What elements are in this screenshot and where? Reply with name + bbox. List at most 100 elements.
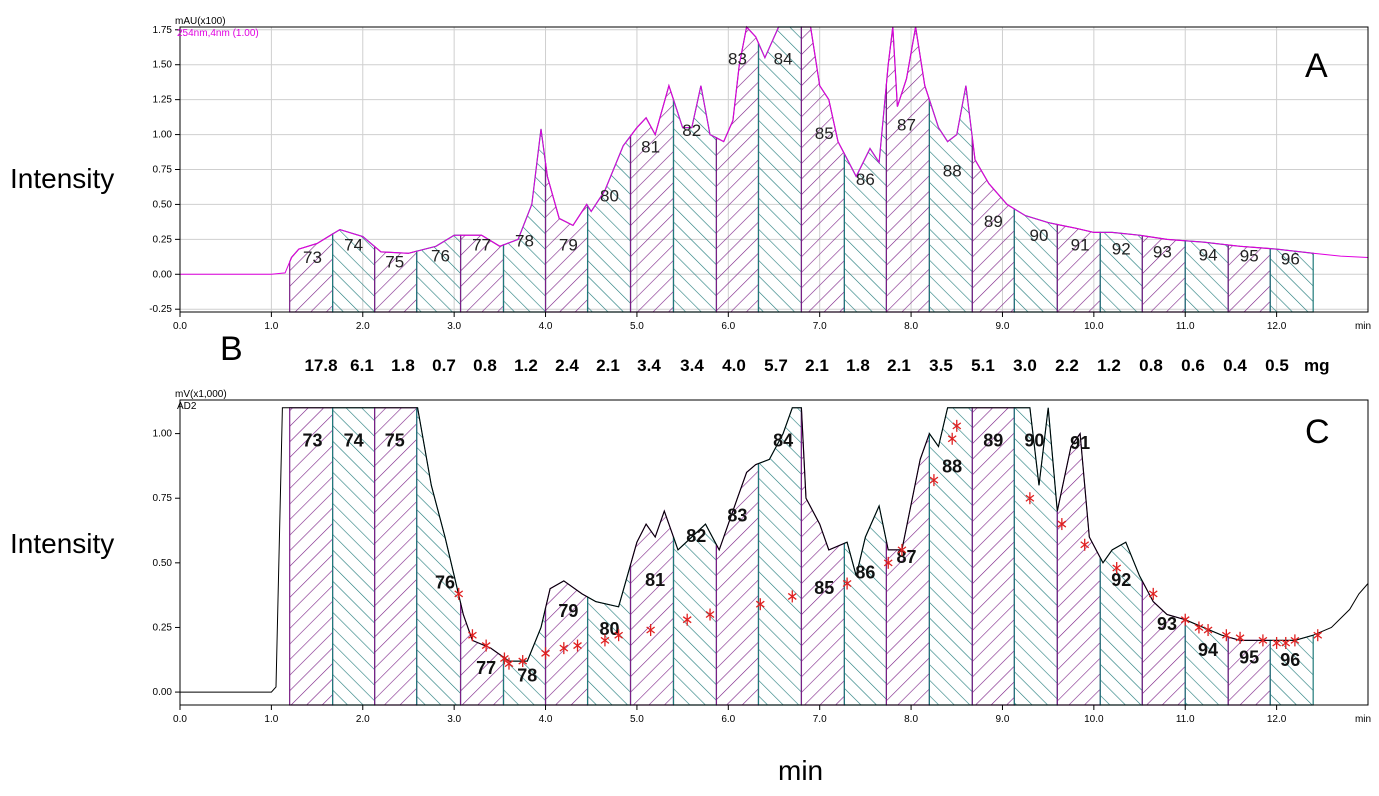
y-tick-label: 0.25 (153, 622, 173, 633)
x-tick-label: 7.0 (813, 714, 827, 725)
fraction-label-85: 85 (814, 578, 834, 598)
marker-stroke (1112, 564, 1122, 572)
fraction-label-84: 84 (774, 50, 793, 69)
fraction-mass-value: 1.8 (391, 356, 415, 375)
marker-stroke (1272, 639, 1282, 647)
marker-stroke (1203, 626, 1213, 634)
peak-marker (1235, 631, 1245, 644)
peak-marker (842, 577, 852, 590)
fraction-78-area (502, 607, 547, 706)
marker-stroke (1313, 631, 1323, 639)
marker-stroke (1180, 616, 1190, 624)
peak-marker (559, 642, 569, 655)
marker-stroke (1148, 590, 1158, 598)
peak-marker (1080, 538, 1090, 551)
fraction-label-96: 96 (1280, 650, 1300, 670)
fraction-label-96: 96 (1281, 250, 1300, 269)
marker-stroke (929, 476, 939, 484)
x-tick-label: 5.0 (630, 714, 644, 725)
fraction-label-89: 89 (983, 431, 1003, 451)
peak-marker (614, 629, 624, 642)
fraction-83-area (715, 462, 760, 706)
fraction-label-92: 92 (1112, 240, 1131, 259)
marker-stroke (947, 435, 957, 443)
fraction-mass-value: 0.8 (473, 356, 497, 375)
fraction-label-75: 75 (385, 252, 404, 271)
x-tick-label: 11.0 (1176, 714, 1195, 725)
marker-stroke (705, 611, 715, 619)
trace-line (180, 407, 1369, 693)
peak-marker (929, 474, 939, 487)
fraction-label-74: 74 (344, 236, 363, 255)
peak-marker (1112, 562, 1122, 575)
fraction-73-area (289, 407, 334, 706)
fraction-mass-value: 0.8 (1139, 356, 1163, 375)
marker-stroke (1281, 639, 1291, 647)
fraction-76-area (416, 407, 462, 706)
marker-stroke (883, 559, 893, 567)
peak-marker (755, 598, 765, 611)
peak-marker (481, 639, 491, 652)
fraction-mass-value: 0.4 (1223, 356, 1247, 375)
fraction-label-78: 78 (515, 231, 534, 250)
fraction-label-91: 91 (1071, 236, 1090, 255)
peak-marker (1272, 636, 1282, 649)
marker-stroke (541, 649, 550, 657)
fraction-mass-value: 1.8 (846, 356, 870, 375)
fraction-77-area (459, 602, 505, 706)
marker-stroke (842, 579, 852, 588)
x-tick-label: 1.0 (264, 321, 278, 332)
fraction-mass-value: 0.6 (1181, 356, 1205, 375)
fraction-mass-value: 2.2 (1055, 356, 1079, 375)
y-tick-label: 0.75 (153, 165, 173, 176)
x-tick-label: 11.0 (1176, 321, 1195, 332)
x-unit-label: min (1355, 321, 1371, 332)
peak-marker (883, 556, 893, 569)
fraction-85-area (800, 26, 846, 313)
fraction-label-88: 88 (942, 456, 962, 476)
x-tick-label: 5.0 (630, 321, 644, 332)
fraction-label-95: 95 (1239, 648, 1259, 668)
x-tick-label: 0.0 (173, 321, 187, 332)
fraction-90-area (1013, 407, 1058, 706)
marker-stroke (1194, 623, 1204, 631)
fraction-label-81: 81 (645, 570, 665, 590)
x-tick-label: 4.0 (539, 321, 553, 332)
x-unit-label: min (1355, 714, 1371, 725)
marker-stroke (682, 616, 692, 624)
marker-stroke (1025, 494, 1035, 502)
peak-marker (787, 590, 797, 603)
marker-stroke (1290, 636, 1300, 644)
peak-marker (1290, 634, 1300, 647)
fraction-mass-value: 3.4 (680, 356, 704, 375)
fraction-88-area (928, 407, 973, 706)
panel-A: 0.0 1.0 2.0 3.0 4.0 5.0 6.0 7.0 8.0 9.0 10.0 11.0 12… (149, 16, 1371, 332)
y-tick-label: 1.75 (153, 25, 173, 36)
x-tick-label: 6.0 (721, 714, 735, 725)
fraction-label-82: 82 (682, 121, 701, 140)
fraction-91-area (1056, 431, 1101, 706)
fraction-label-78: 78 (517, 666, 537, 686)
peak-marker (947, 432, 957, 445)
peak-marker (600, 634, 610, 647)
peak-marker (897, 543, 907, 556)
y-unit-label: mV(x1,000) (175, 389, 227, 400)
fraction-label-87: 87 (897, 115, 916, 134)
x-tick-label: 1.0 (264, 714, 278, 725)
fraction-label-83: 83 (728, 50, 747, 69)
marker-stroke (559, 644, 569, 652)
x-tick-label: 0.0 (173, 714, 187, 725)
fraction-87-area (885, 433, 930, 706)
y-tick-label: -0.25 (149, 304, 172, 315)
peak-marker (1281, 636, 1291, 649)
fraction-mass-value: 1.2 (514, 356, 538, 375)
fraction-mass-value: 4.0 (722, 356, 746, 375)
fraction-label-82: 82 (686, 526, 706, 546)
fraction-mass-value: 6.1 (350, 356, 374, 375)
x-tick-label: 10.0 (1084, 714, 1104, 725)
peak-marker (952, 419, 962, 432)
marker-stroke (1057, 520, 1067, 528)
fraction-mass-value: 3.0 (1013, 356, 1037, 375)
fraction-86-area (843, 84, 888, 313)
peak-marker (541, 647, 550, 660)
